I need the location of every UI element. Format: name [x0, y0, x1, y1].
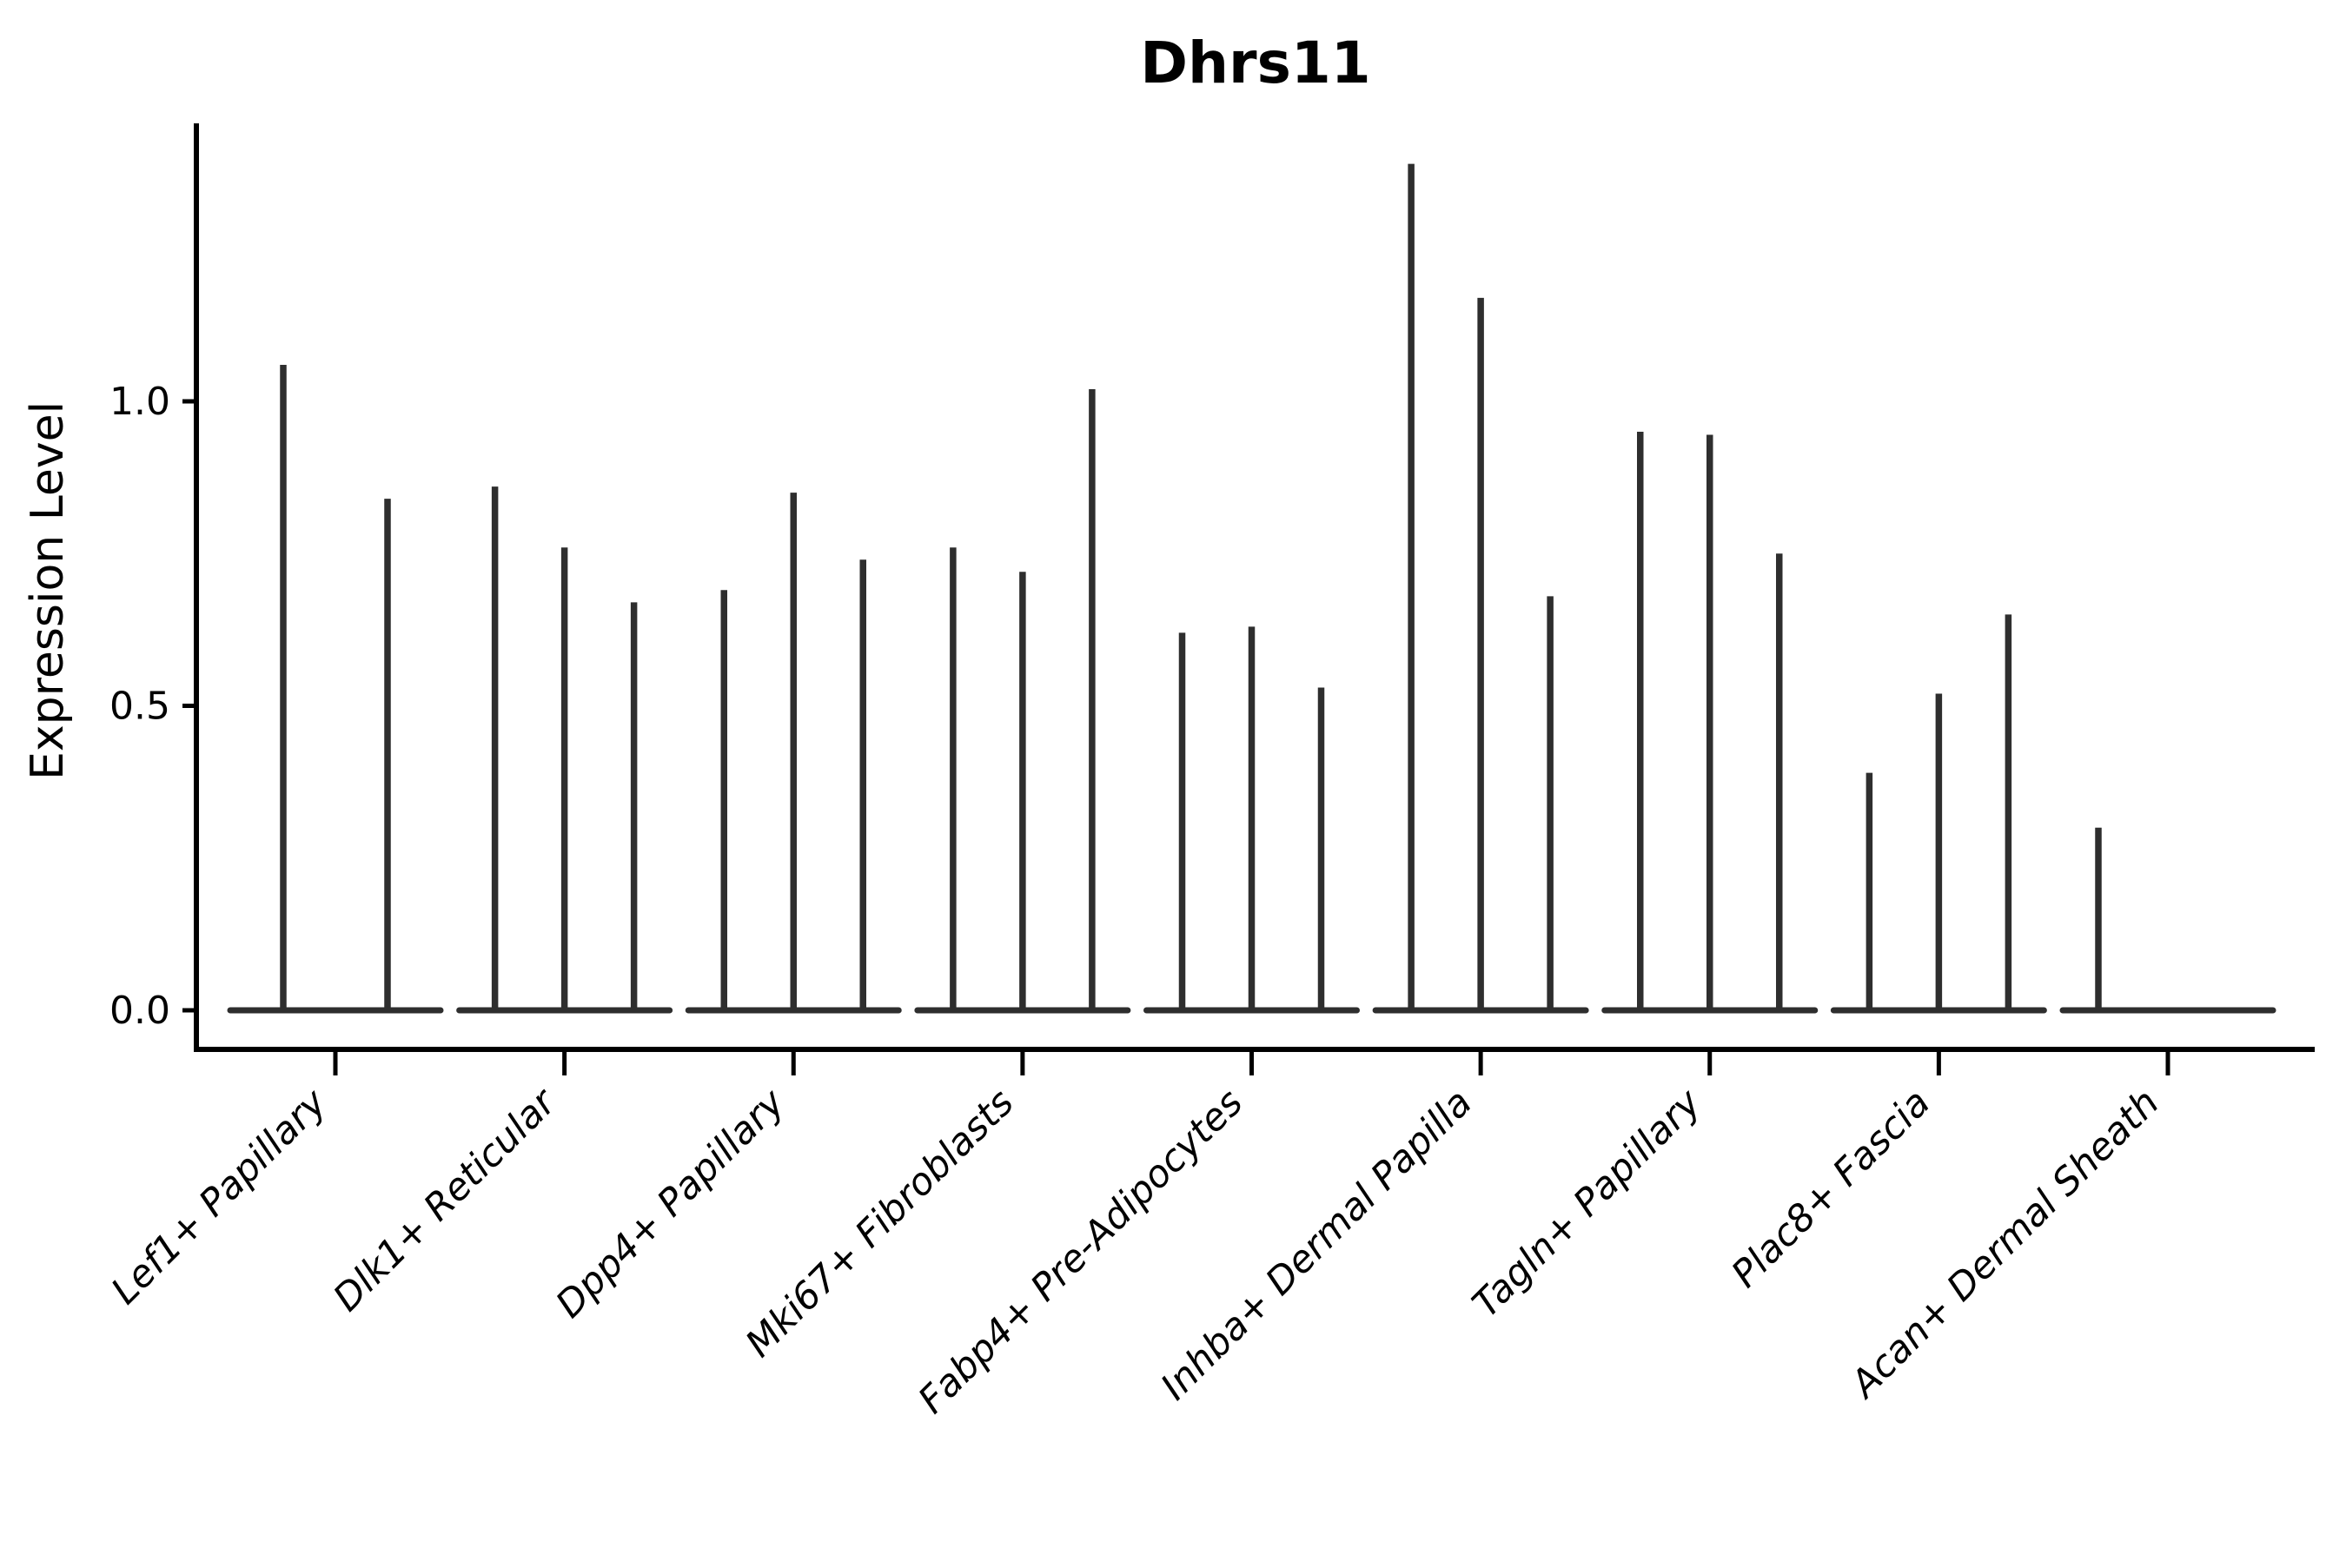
x-tick-label: Dpp4+ Papillary [547, 1081, 793, 1327]
x-tick-label: Lef1+ Papillary [103, 1081, 335, 1313]
x-tick-label: Dlk1+ Reticular [325, 1080, 566, 1320]
chart-title: Dhrs11 [1140, 30, 1370, 96]
x-tick-label: Plac8+ Fascia [1723, 1081, 1938, 1296]
y-tick-label: 1.0 [109, 380, 170, 424]
y-axis-label: Expression Level [22, 401, 74, 780]
x-tick-label: Tagln+ Papillary [1464, 1081, 1710, 1327]
y-axis-ticks: 0.0 0.5 1.0 [109, 380, 196, 1033]
y-tick-label: 0.0 [109, 989, 170, 1033]
violins [227, 163, 2276, 1014]
y-tick-label: 0.5 [109, 685, 170, 729]
